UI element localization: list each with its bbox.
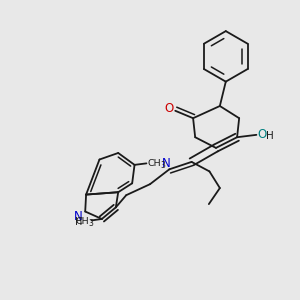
Text: N: N bbox=[74, 210, 83, 224]
Text: H: H bbox=[75, 217, 82, 226]
Text: O: O bbox=[164, 102, 173, 115]
Text: CH: CH bbox=[76, 217, 89, 226]
Text: N: N bbox=[162, 158, 171, 170]
Text: CH: CH bbox=[148, 159, 161, 168]
Text: O: O bbox=[257, 128, 266, 141]
Text: 3: 3 bbox=[88, 219, 93, 228]
Text: 3: 3 bbox=[160, 161, 165, 170]
Text: H: H bbox=[266, 131, 273, 141]
